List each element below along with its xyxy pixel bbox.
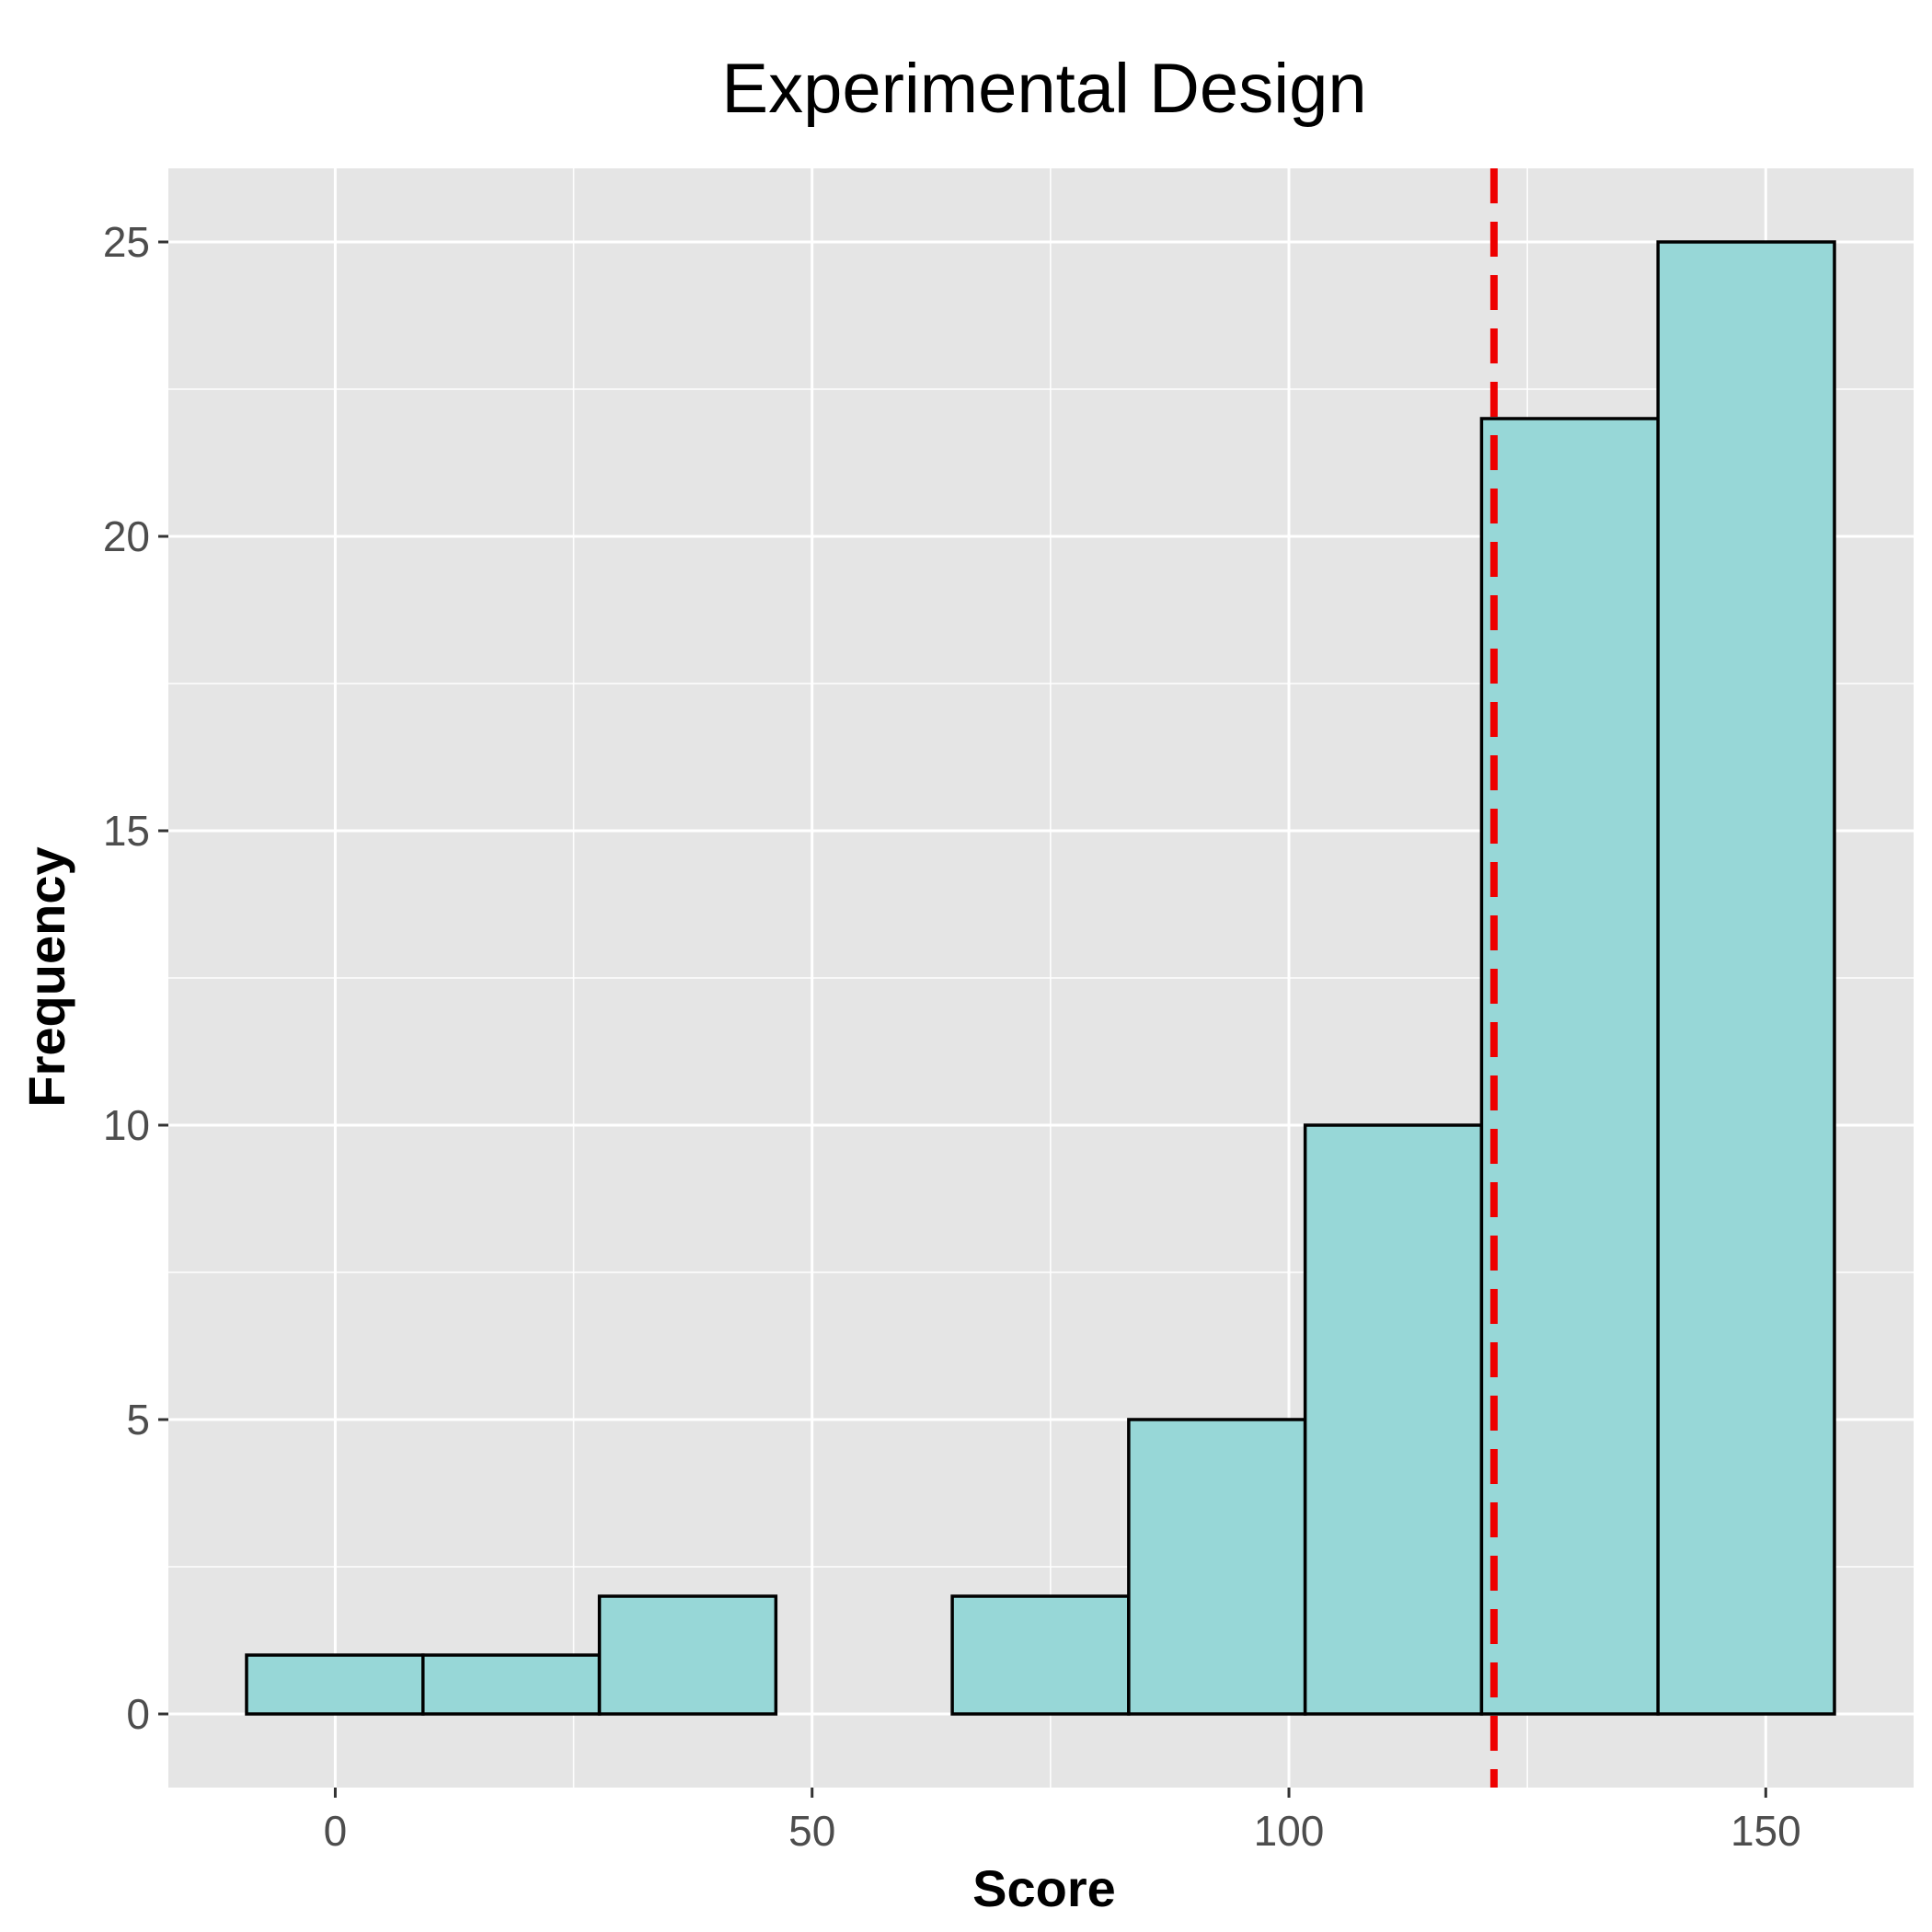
y-tick-label: 25	[103, 218, 150, 266]
histogram-bar	[421, 1653, 602, 1716]
y-tick-label: 20	[103, 512, 150, 560]
y-tick-label: 0	[126, 1690, 150, 1738]
chart-title: Experimental Design	[721, 50, 1366, 128]
histogram-bar	[950, 1594, 1131, 1716]
histogram-bars	[245, 240, 1836, 1716]
histogram-bar	[597, 1594, 778, 1716]
histogram-bar	[245, 1653, 425, 1716]
histogram-bar	[1656, 240, 1836, 1716]
histogram-bar	[1303, 1123, 1484, 1716]
y-tick-label: 15	[103, 807, 150, 855]
x-tick-label: 0	[324, 1807, 348, 1855]
histogram-bar	[1479, 417, 1660, 1716]
x-tick-label: 50	[788, 1807, 835, 1855]
y-tick-label: 10	[103, 1101, 150, 1149]
x-tick-label: 100	[1254, 1807, 1325, 1855]
x-axis-title: Score	[972, 1859, 1116, 1917]
x-tick-label: 150	[1731, 1807, 1801, 1855]
histogram-bar	[1127, 1418, 1307, 1716]
y-tick-label: 5	[126, 1396, 150, 1443]
axes: 0 5 10 15 20 25 0 50 100 150	[103, 218, 1801, 1855]
y-axis-title: Frequency	[17, 846, 75, 1107]
